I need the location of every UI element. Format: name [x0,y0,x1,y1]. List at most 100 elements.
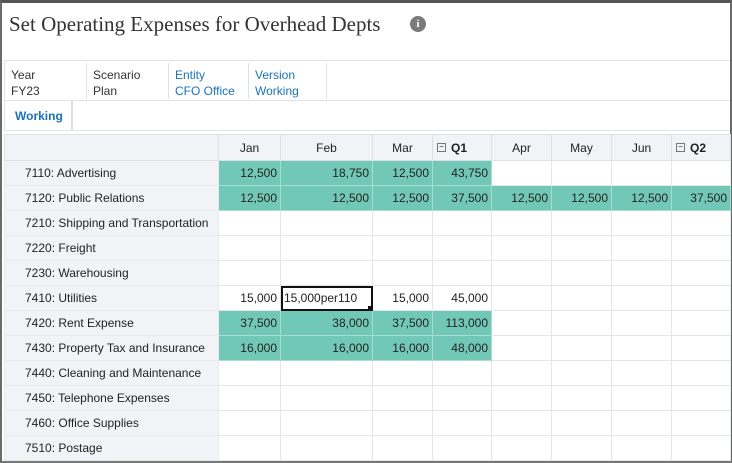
data-cell[interactable]: 12,500 [611,185,672,211]
data-cell[interactable] [611,385,672,411]
data-cell[interactable]: 16,000 [280,335,373,361]
data-cell[interactable] [671,210,731,236]
data-cell[interactable]: 12,500 [491,185,552,211]
data-cell[interactable] [551,210,612,236]
column-header-q2[interactable]: − Q2 [671,134,731,161]
data-cell[interactable] [491,210,552,236]
column-header-may[interactable]: May [551,134,612,161]
data-cell[interactable] [611,235,672,261]
data-cell[interactable] [491,235,552,261]
data-cell[interactable] [671,360,731,386]
data-cell[interactable]: 37,500 [671,185,731,211]
data-cell[interactable] [551,260,612,286]
data-cell[interactable] [611,435,672,461]
data-cell[interactable] [372,235,433,261]
data-cell[interactable] [280,235,373,261]
collapse-icon[interactable]: − [676,142,685,152]
data-cell[interactable] [611,310,672,336]
pov-value[interactable]: Working [255,84,299,98]
column-header-jun[interactable]: Jun [611,134,672,161]
data-cell[interactable] [432,435,492,461]
pov-value[interactable]: CFO Office [175,84,235,98]
data-cell[interactable]: 15,000per110 [280,285,373,311]
data-cell[interactable] [491,360,552,386]
data-cell[interactable]: 12,500 [280,185,373,211]
data-cell[interactable] [491,410,552,436]
data-cell[interactable]: 16,000 [372,335,433,361]
data-cell[interactable] [491,310,552,336]
data-cell[interactable]: 45,000 [432,285,492,311]
data-cell[interactable]: 113,000 [432,310,492,336]
data-cell[interactable] [372,360,433,386]
data-cell[interactable] [218,235,281,261]
data-cell[interactable]: 37,500 [372,310,433,336]
data-cell[interactable] [611,260,672,286]
data-cell[interactable] [491,260,552,286]
data-cell[interactable] [611,360,672,386]
data-cell[interactable]: 12,500 [372,160,433,186]
data-cell[interactable] [432,210,492,236]
data-cell[interactable] [611,210,672,236]
data-cell[interactable] [280,410,373,436]
data-cell[interactable] [551,160,612,186]
data-cell[interactable] [671,335,731,361]
data-cell[interactable] [611,410,672,436]
data-cell[interactable]: 12,500 [372,185,433,211]
data-cell[interactable] [611,285,672,311]
data-cell[interactable] [551,410,612,436]
column-header-jan[interactable]: Jan [218,134,281,161]
data-cell[interactable] [551,435,612,461]
data-cell[interactable]: 12,500 [218,185,281,211]
data-cell[interactable]: 18,750 [280,160,373,186]
data-cell[interactable] [671,435,731,461]
data-cell[interactable] [432,360,492,386]
data-cell[interactable]: 43,750 [432,160,492,186]
data-cell[interactable]: 15,000 [218,285,281,311]
data-cell[interactable] [218,410,281,436]
data-cell[interactable] [551,360,612,386]
data-cell[interactable] [372,435,433,461]
data-cell[interactable]: 48,000 [432,335,492,361]
data-cell[interactable] [372,210,433,236]
data-cell[interactable] [551,385,612,411]
column-header-q1[interactable]: − Q1 [432,134,492,161]
data-cell[interactable] [372,410,433,436]
column-header-feb[interactable]: Feb [280,134,373,161]
data-cell[interactable] [551,335,612,361]
data-cell[interactable] [491,385,552,411]
tab-working[interactable]: Working [4,101,73,130]
data-cell[interactable] [551,235,612,261]
data-cell[interactable] [551,310,612,336]
data-cell[interactable] [551,285,612,311]
column-header-apr[interactable]: Apr [491,134,552,161]
data-cell[interactable]: 37,500 [432,185,492,211]
data-cell[interactable] [671,160,731,186]
data-cell[interactable] [218,385,281,411]
data-cell[interactable]: 12,500 [551,185,612,211]
data-cell[interactable] [491,285,552,311]
data-cell[interactable] [611,160,672,186]
data-cell[interactable]: 16,000 [218,335,281,361]
data-cell[interactable] [432,260,492,286]
info-icon[interactable]: i [410,16,426,32]
data-cell[interactable] [372,385,433,411]
data-cell[interactable] [671,235,731,261]
column-header-mar[interactable]: Mar [372,134,433,161]
data-cell[interactable] [432,235,492,261]
data-cell[interactable] [671,410,731,436]
pov-entity[interactable]: Entity CFO Office [169,63,249,99]
data-cell[interactable] [372,260,433,286]
data-cell[interactable] [218,260,281,286]
data-cell[interactable] [280,210,373,236]
pov-version[interactable]: Version Working [249,63,327,99]
data-cell[interactable] [280,435,373,461]
data-cell[interactable] [218,210,281,236]
data-cell[interactable] [280,260,373,286]
data-cell[interactable]: 12,500 [218,160,281,186]
data-cell[interactable] [280,385,373,411]
data-cell[interactable]: 15,000 [372,285,433,311]
data-cell[interactable]: 37,500 [218,310,281,336]
data-cell[interactable] [491,335,552,361]
data-cell[interactable] [611,335,672,361]
data-cell[interactable] [432,410,492,436]
